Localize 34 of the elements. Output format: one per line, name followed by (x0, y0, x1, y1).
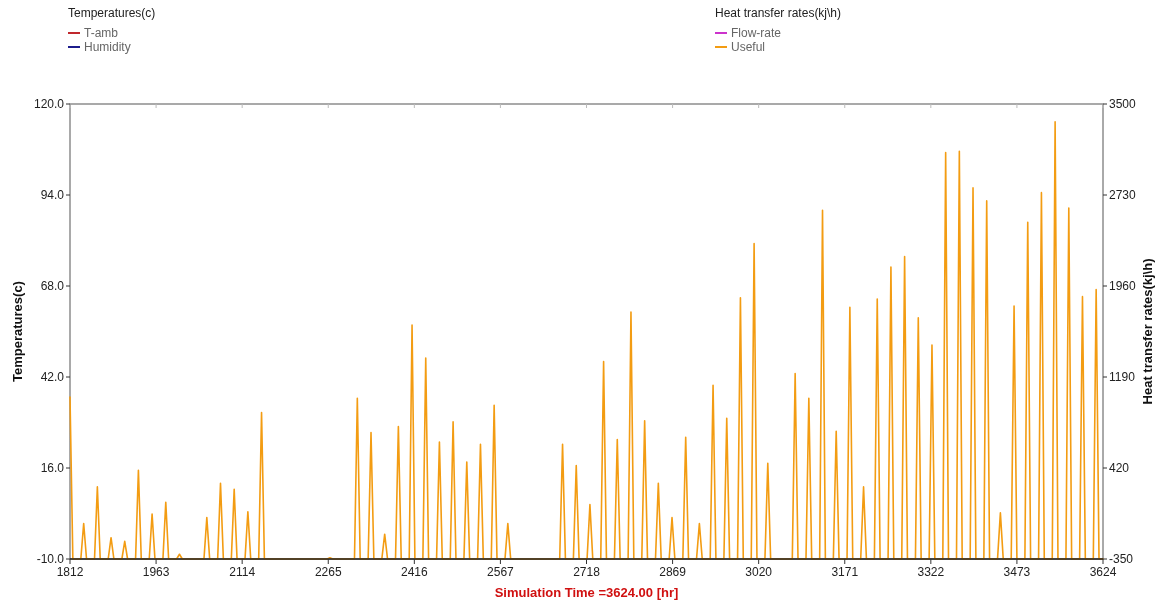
text: Heat transfer rates(kj\h) (715, 6, 842, 20)
legend-label: Useful (731, 40, 766, 54)
x-axis-title: Simulation Time =3624.00 [hr] (494, 585, 679, 600)
y-tick-label: 120.0 (33, 97, 65, 111)
y-tick-label: 94.0 (40, 188, 65, 202)
y2-tick-label: -350 (1109, 552, 1134, 566)
x-tick-label: 3171 (831, 565, 859, 579)
y2-tick-label: 2730 (1109, 188, 1137, 202)
x-tick-label: 1963 (142, 565, 170, 579)
y2-tick-label: 3500 (1109, 97, 1137, 111)
y2-tick-label: 1190 (1109, 370, 1136, 384)
x-tick-label: 3020 (745, 565, 773, 579)
y-axis-title: Temperatures(c) (10, 281, 25, 382)
x-tick-label: 2265 (314, 565, 342, 579)
legend-label: Humidity (84, 40, 131, 54)
x-tick-label: 2718 (573, 565, 601, 579)
y-tick-label: 42.0 (40, 370, 65, 384)
x-tick-label: 2869 (659, 565, 687, 579)
y2-axis-title: Heat transfer rates(kj\h) (1140, 258, 1155, 405)
x-tick-label: 3322 (917, 565, 945, 579)
y2-tick-label: 420 (1109, 461, 1130, 475)
legend-label: T-amb (84, 26, 119, 40)
legend-label: Flow-rate (731, 26, 782, 40)
y-tick-label: 68.0 (40, 279, 65, 293)
x-tick-label: 3624 (1089, 565, 1117, 579)
x-tick-label: 3473 (1003, 565, 1031, 579)
x-tick-label: 2567 (487, 565, 515, 579)
x-tick-label: 2114 (229, 565, 256, 579)
y-tick-label: -10.0 (36, 552, 65, 566)
y-tick-label: 16.0 (40, 461, 65, 475)
y2-tick-label: 1960 (1109, 279, 1137, 293)
x-tick-label: 1812 (56, 565, 84, 579)
x-tick-label: 2416 (400, 565, 428, 579)
text: Temperatures(c) (68, 6, 156, 20)
